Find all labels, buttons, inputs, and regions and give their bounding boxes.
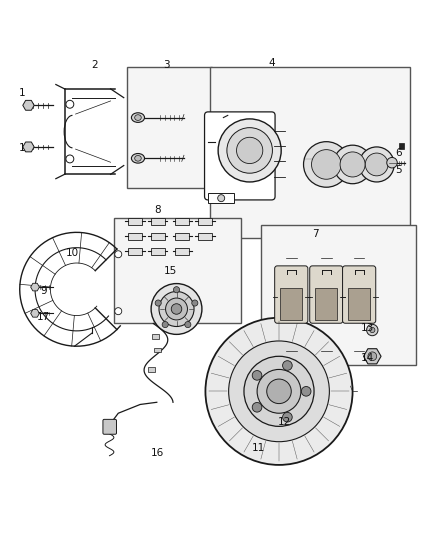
Bar xyxy=(261,225,416,365)
Circle shape xyxy=(229,341,329,442)
Text: 11: 11 xyxy=(252,443,265,453)
Bar xyxy=(210,67,410,238)
Text: 12: 12 xyxy=(278,417,291,427)
FancyBboxPatch shape xyxy=(343,266,376,323)
Circle shape xyxy=(267,379,291,403)
Circle shape xyxy=(237,138,263,164)
Bar xyxy=(128,233,142,240)
Circle shape xyxy=(283,361,292,370)
Bar xyxy=(280,288,302,320)
Bar xyxy=(128,248,142,255)
Circle shape xyxy=(370,327,375,333)
Circle shape xyxy=(244,356,314,426)
Bar xyxy=(175,218,189,225)
Circle shape xyxy=(365,153,388,176)
Text: 14: 14 xyxy=(361,353,374,364)
Circle shape xyxy=(162,321,168,328)
Bar xyxy=(315,288,337,320)
Circle shape xyxy=(252,370,262,380)
Text: 1: 1 xyxy=(18,143,25,154)
FancyBboxPatch shape xyxy=(103,419,117,434)
FancyBboxPatch shape xyxy=(205,112,275,200)
Bar xyxy=(151,233,165,240)
Circle shape xyxy=(166,298,187,320)
Bar xyxy=(151,248,165,255)
Bar xyxy=(151,218,165,225)
Circle shape xyxy=(304,142,349,187)
Polygon shape xyxy=(23,100,34,110)
Circle shape xyxy=(173,287,180,293)
Circle shape xyxy=(257,369,301,413)
Bar xyxy=(127,67,212,188)
Bar xyxy=(175,248,189,255)
Text: 17: 17 xyxy=(37,312,50,322)
Circle shape xyxy=(311,150,341,179)
Text: 3: 3 xyxy=(163,60,170,70)
Circle shape xyxy=(367,324,378,336)
Circle shape xyxy=(301,386,311,396)
Bar xyxy=(348,288,370,320)
Bar xyxy=(208,193,234,203)
Bar xyxy=(154,348,161,352)
Circle shape xyxy=(66,100,74,108)
Circle shape xyxy=(218,119,281,182)
Polygon shape xyxy=(23,142,34,152)
Bar xyxy=(175,233,189,240)
Circle shape xyxy=(218,195,225,201)
Text: 16: 16 xyxy=(151,448,164,458)
Bar xyxy=(114,219,241,324)
Text: 5: 5 xyxy=(395,165,402,175)
Text: 9: 9 xyxy=(40,286,47,296)
Bar xyxy=(399,143,404,149)
Bar xyxy=(148,367,155,372)
Bar xyxy=(152,334,159,339)
Circle shape xyxy=(283,413,292,422)
Ellipse shape xyxy=(135,156,141,161)
Circle shape xyxy=(115,251,122,258)
Polygon shape xyxy=(31,310,39,317)
Circle shape xyxy=(227,128,272,173)
Circle shape xyxy=(192,300,198,306)
Polygon shape xyxy=(364,349,381,364)
Text: 10: 10 xyxy=(66,248,79,259)
Bar xyxy=(128,218,142,225)
Circle shape xyxy=(185,321,191,328)
Ellipse shape xyxy=(135,115,141,120)
Circle shape xyxy=(155,300,161,306)
Circle shape xyxy=(368,352,377,361)
Text: 6: 6 xyxy=(395,148,402,158)
FancyBboxPatch shape xyxy=(275,266,308,323)
Text: 15: 15 xyxy=(164,266,177,276)
Text: 1: 1 xyxy=(18,88,25,99)
Bar xyxy=(198,233,212,240)
FancyBboxPatch shape xyxy=(310,266,343,323)
Text: 13: 13 xyxy=(361,323,374,333)
Ellipse shape xyxy=(131,154,145,163)
Polygon shape xyxy=(31,284,39,291)
Text: 4: 4 xyxy=(268,58,275,68)
Circle shape xyxy=(115,308,122,314)
Text: 2: 2 xyxy=(91,60,98,70)
Circle shape xyxy=(66,155,74,163)
Circle shape xyxy=(159,292,194,327)
Bar xyxy=(198,218,212,225)
Text: 7: 7 xyxy=(312,229,319,239)
Circle shape xyxy=(252,402,262,412)
Circle shape xyxy=(333,145,372,184)
Ellipse shape xyxy=(131,113,145,123)
Circle shape xyxy=(205,318,353,465)
Circle shape xyxy=(171,304,182,314)
Text: 8: 8 xyxy=(154,205,161,215)
Circle shape xyxy=(359,147,394,182)
Circle shape xyxy=(151,284,202,334)
Circle shape xyxy=(340,152,365,177)
Circle shape xyxy=(387,157,397,168)
